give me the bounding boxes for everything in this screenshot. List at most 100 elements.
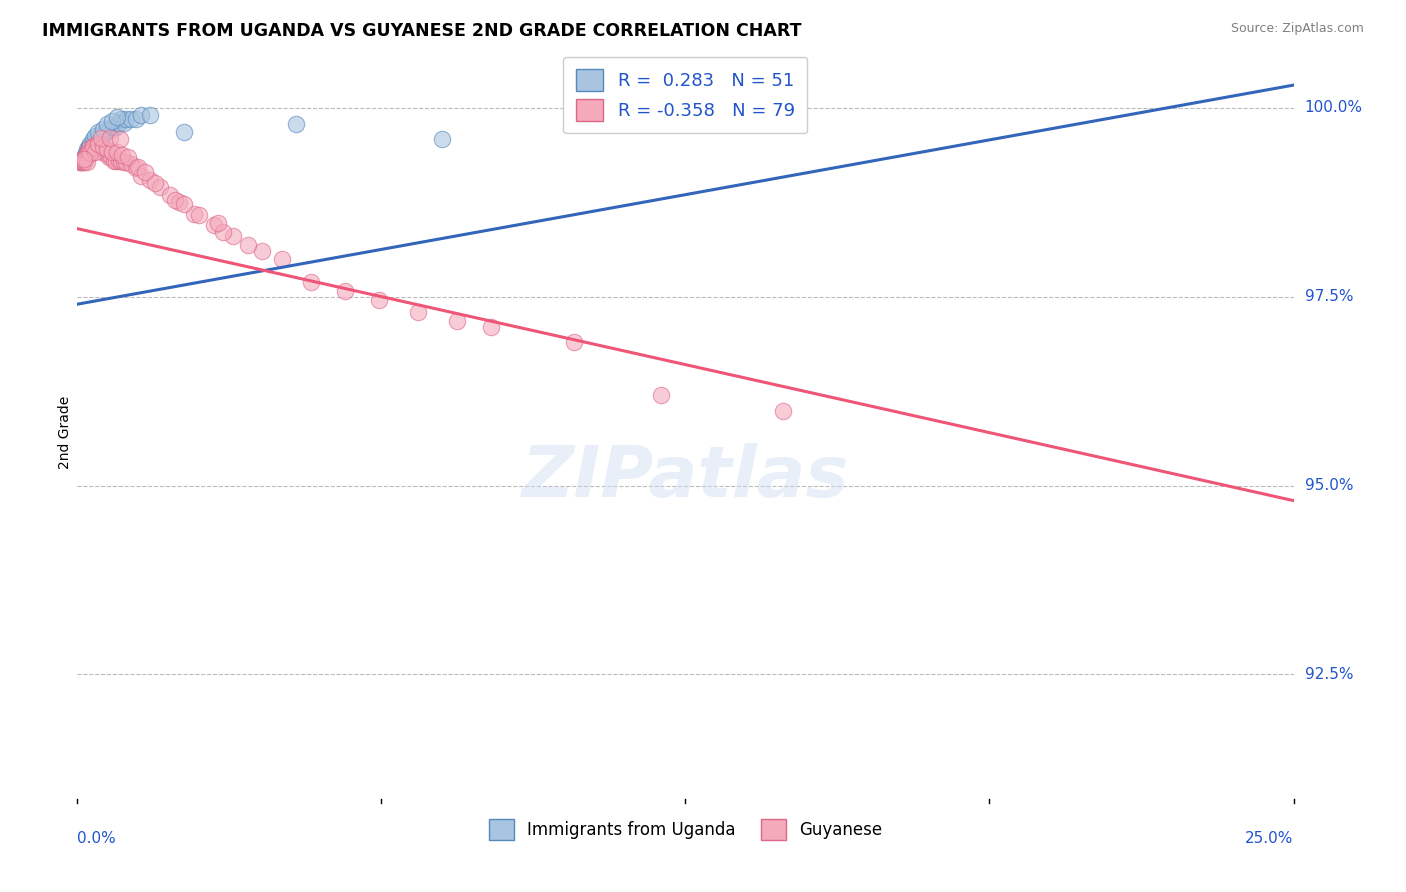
Point xyxy=(97,150,120,164)
Point xyxy=(163,193,186,207)
Point xyxy=(75,150,97,164)
Point xyxy=(96,123,118,137)
Point xyxy=(101,145,124,159)
Text: 95.0%: 95.0% xyxy=(1305,478,1353,493)
Point xyxy=(80,138,103,153)
Point xyxy=(96,142,118,156)
Point xyxy=(117,150,139,164)
Text: 92.5%: 92.5% xyxy=(1305,667,1353,681)
Point xyxy=(89,142,111,156)
Point xyxy=(93,146,115,161)
Point xyxy=(87,136,110,151)
Point xyxy=(103,120,125,134)
Point xyxy=(82,138,104,153)
Point xyxy=(100,131,122,145)
Text: Source: ZipAtlas.com: Source: ZipAtlas.com xyxy=(1230,22,1364,36)
Point xyxy=(562,334,585,349)
Point xyxy=(69,153,91,168)
Point xyxy=(110,153,132,168)
Point xyxy=(270,252,292,266)
Point xyxy=(77,145,100,159)
Point xyxy=(72,153,94,168)
Point xyxy=(129,169,152,183)
Text: 97.5%: 97.5% xyxy=(1305,289,1353,304)
Point xyxy=(91,122,114,136)
Point xyxy=(73,152,96,166)
Point xyxy=(222,229,245,244)
Point xyxy=(70,153,93,168)
Point xyxy=(93,127,115,141)
Point xyxy=(76,145,98,159)
Point xyxy=(188,208,211,222)
Point xyxy=(207,216,229,230)
Point xyxy=(80,142,103,156)
Text: ZIPatlas: ZIPatlas xyxy=(522,442,849,511)
Point xyxy=(69,155,91,169)
Point xyxy=(236,238,259,252)
Point xyxy=(100,120,122,134)
Point xyxy=(105,120,128,134)
Point xyxy=(446,314,468,328)
Point xyxy=(173,197,195,211)
Point xyxy=(105,110,128,124)
Point xyxy=(80,146,103,161)
Point xyxy=(77,146,100,161)
Point xyxy=(73,150,96,164)
Point xyxy=(129,108,152,122)
Point xyxy=(72,153,94,168)
Point xyxy=(111,147,134,161)
Point xyxy=(75,153,97,168)
Point xyxy=(84,129,107,144)
Point xyxy=(80,142,103,156)
Text: 0.0%: 0.0% xyxy=(77,830,117,846)
Point xyxy=(173,125,195,139)
Point xyxy=(77,146,100,161)
Point xyxy=(70,153,93,168)
Point xyxy=(105,153,128,168)
Point xyxy=(125,161,148,176)
Point xyxy=(127,160,149,174)
Point xyxy=(82,135,104,149)
Text: 100.0%: 100.0% xyxy=(1305,100,1362,115)
Point xyxy=(406,304,429,318)
Point xyxy=(125,112,148,127)
Point xyxy=(115,112,138,127)
Point xyxy=(479,319,502,334)
Point xyxy=(70,153,93,168)
Point xyxy=(134,165,156,179)
Point xyxy=(772,404,794,418)
Point xyxy=(72,152,94,166)
Point xyxy=(89,131,111,145)
Point xyxy=(70,155,93,169)
Point xyxy=(285,117,308,131)
Y-axis label: 2nd Grade: 2nd Grade xyxy=(58,396,72,469)
Point xyxy=(79,146,101,161)
Point xyxy=(69,155,91,169)
Point xyxy=(91,140,114,154)
Point xyxy=(107,153,129,168)
Point xyxy=(149,180,172,194)
Point xyxy=(103,153,125,168)
Point xyxy=(100,150,122,164)
Point xyxy=(97,123,120,137)
Point xyxy=(120,112,142,127)
Point xyxy=(87,138,110,153)
Point xyxy=(299,275,322,289)
Point xyxy=(120,157,142,171)
Point xyxy=(87,131,110,145)
Point xyxy=(82,132,104,146)
Point xyxy=(105,145,128,159)
Point xyxy=(183,206,205,220)
Point xyxy=(430,132,453,146)
Point xyxy=(112,116,135,130)
Point xyxy=(212,226,235,240)
Point xyxy=(202,218,225,232)
Point xyxy=(90,142,112,156)
Point xyxy=(86,131,108,145)
Point xyxy=(70,153,93,168)
Point xyxy=(79,142,101,156)
Point xyxy=(650,388,672,402)
Point xyxy=(72,153,94,168)
Point xyxy=(139,172,162,186)
Point xyxy=(83,138,105,153)
